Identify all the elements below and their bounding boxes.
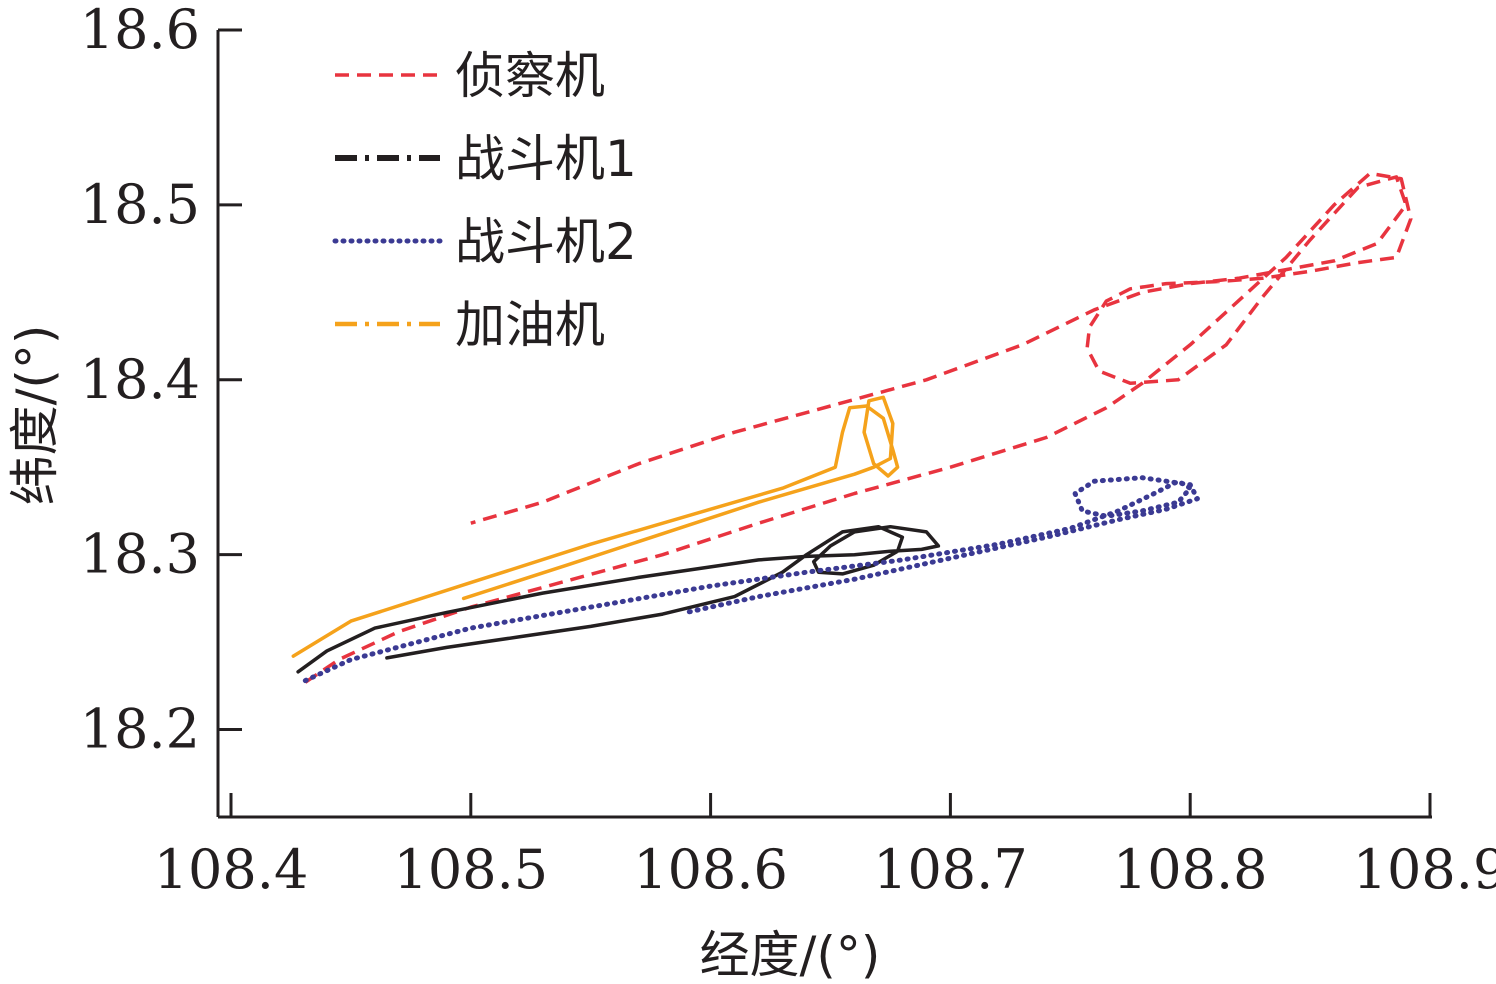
y-tick-label: 18.2 <box>80 698 200 761</box>
y-axis-title: 纬度/(°) <box>6 325 64 506</box>
y-tick-label: 18.6 <box>80 0 200 61</box>
legend-label-3: 战斗机2 <box>455 213 637 271</box>
y-tick-label: 18.5 <box>80 173 200 236</box>
axes: 经度/(°) 纬度/(°) <box>6 30 1432 984</box>
legend-label-2: 战斗机1 <box>455 130 637 188</box>
y-tick-label: 18.4 <box>80 348 200 411</box>
x-tick-label: 108.4 <box>154 838 309 901</box>
x-axis-title: 经度/(°) <box>700 926 881 984</box>
x-tick-label: 108.7 <box>873 838 1028 901</box>
x-tick-label: 108.9 <box>1353 838 1496 901</box>
legend-label-1: 侦察机 <box>455 47 605 105</box>
y-tick-label: 18.3 <box>80 523 200 586</box>
x-tick-label: 108.5 <box>394 838 549 901</box>
x-tick-label: 108.8 <box>1113 838 1268 901</box>
series-line-1 <box>304 171 1413 684</box>
series-layer <box>291 171 1413 684</box>
series-line-4 <box>291 395 900 658</box>
series-line-3 <box>302 475 1200 684</box>
x-tick-label: 108.6 <box>633 838 788 901</box>
series-line-2 <box>296 524 941 674</box>
legend-label-4: 加油机 <box>455 296 605 354</box>
ticks: 108.4 108.5 108.6 108.7 108.8 108.9 18.2 18.3 18… <box>80 0 1496 901</box>
